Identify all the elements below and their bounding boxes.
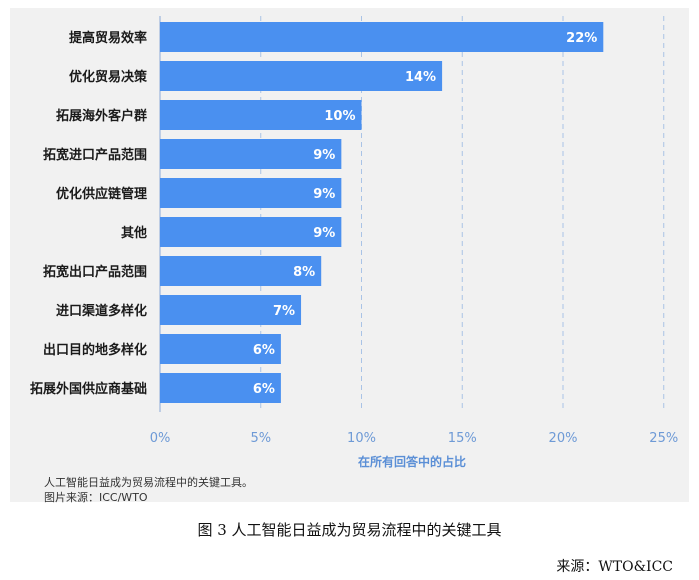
x-tick-label: 20% bbox=[549, 431, 578, 446]
bar-value-label: 7% bbox=[273, 304, 295, 319]
category-label: 拓展海外客户群 bbox=[56, 108, 147, 124]
bar bbox=[160, 334, 281, 364]
x-axis-ticks: 0% 5% 10% 15% 20% 25% bbox=[150, 431, 679, 446]
note-text: 人工智能日益成为贸易流程中的关键工具。 bbox=[44, 476, 253, 489]
bar-value-label: 9% bbox=[313, 148, 335, 163]
bar-value-label: 22% bbox=[566, 31, 597, 46]
bar-value-label: 14% bbox=[405, 70, 436, 85]
bar bbox=[160, 61, 443, 91]
chart-panel: 22% 14% 10% 9% 9% 9% 8% 7% 6% 6% 提高贸易效率 优化贸易决策拓展海外… bbox=[10, 8, 689, 504]
bar-chart: 22% 14% 10% 9% 9% 9% 8% 7% 6% 6% 提高贸易效率优化贸易决策拓展海外… bbox=[30, 16, 679, 469]
x-tick-label: 10% bbox=[347, 431, 376, 446]
category-label: 拓宽出口产品范围 bbox=[43, 264, 147, 280]
bar bbox=[160, 22, 604, 52]
bar-value-label: 9% bbox=[313, 187, 335, 202]
x-tick-label: 5% bbox=[250, 431, 271, 446]
category-label: 提高贸易效率 bbox=[69, 30, 147, 46]
category-label: 拓展外国供应商基础 bbox=[30, 381, 147, 397]
category-label: 进口渠道多样化 bbox=[56, 303, 147, 319]
bars: 22% 14% 10% 9% 9% 9% 8% 7% 6% 6% bbox=[160, 22, 604, 403]
bar bbox=[160, 178, 342, 208]
bar-value-label: 10% bbox=[324, 109, 355, 124]
category-label: 优化供应链管理 bbox=[56, 186, 147, 202]
source-text: 来源：WTO&ICC bbox=[556, 559, 673, 575]
bar bbox=[160, 100, 362, 130]
bar bbox=[160, 373, 281, 403]
bar bbox=[160, 139, 342, 169]
x-axis-label: 在所有回答中的占比 bbox=[358, 454, 466, 469]
bar-value-label: 9% bbox=[313, 226, 335, 241]
figure-caption: 图 3 人工智能日益成为贸易流程中的关键工具 bbox=[197, 521, 502, 539]
category-labels: 提高贸易效率优化贸易决策拓展海外客户群拓宽进口产品范围优化供应链管理其他拓宽出口… bbox=[30, 30, 148, 397]
x-tick-label: 15% bbox=[448, 431, 477, 446]
category-label: 其他 bbox=[121, 225, 147, 241]
bar-value-label: 6% bbox=[253, 382, 275, 397]
category-label: 出口目的地多样化 bbox=[43, 342, 147, 358]
bar bbox=[160, 295, 302, 325]
bar-value-label: 6% bbox=[253, 343, 275, 358]
category-label: 优化贸易决策 bbox=[69, 69, 148, 85]
category-label: 拓宽进口产品范围 bbox=[43, 147, 147, 163]
x-tick-label: 25% bbox=[649, 431, 678, 446]
x-tick-label: 0% bbox=[150, 431, 171, 446]
bar bbox=[160, 217, 342, 247]
image-source-note: 图片来源：ICC/WTO bbox=[44, 491, 148, 504]
bar bbox=[160, 256, 322, 286]
bar-value-label: 8% bbox=[293, 265, 315, 280]
